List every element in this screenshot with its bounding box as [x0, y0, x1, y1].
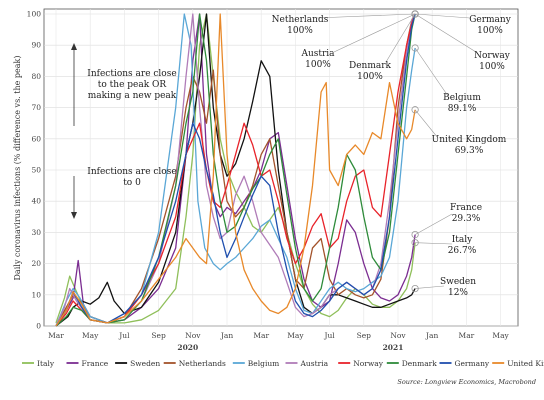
legend-item-united-kingdom: United Kingdom: [492, 359, 544, 368]
y-tick-label: 80: [31, 72, 41, 81]
leader-line: [315, 13, 416, 19]
end-label-france: France 29.3%: [450, 203, 482, 224]
end-label-belgium: Belgium 89.1%: [443, 93, 481, 114]
legend-item-italy: Italy: [22, 359, 55, 368]
leader-line: [415, 285, 445, 289]
legend-label: United Kingdom: [507, 359, 544, 368]
leader-line: [414, 13, 477, 53]
end-labels: Netherlands 100% Germany 100% Austria 100% Den…: [272, 10, 512, 298]
x-tick-label: Mar: [459, 331, 475, 340]
x-tick-label: Jul: [323, 331, 335, 340]
x-tick-label: Sep: [151, 331, 166, 340]
legend-item-sweden: Sweden: [115, 359, 160, 368]
series-line-germany: [55, 13, 416, 327]
y-tick-label: 100: [27, 10, 42, 19]
y-tick-label: 10: [31, 290, 41, 299]
x-tick-label: May: [82, 331, 99, 340]
leader-line: [414, 109, 439, 139]
leader-line: [414, 47, 449, 97]
leader-line: [415, 242, 453, 245]
legend-item-netherlands: Netherlands: [163, 359, 226, 368]
annotation-zero: Infections are close to 0: [87, 167, 176, 188]
legend-item-denmark: Denmark: [386, 359, 437, 368]
legend-label: France: [82, 359, 109, 368]
year-label: 2021: [383, 343, 404, 352]
x-tick-label: May: [492, 331, 509, 340]
y-tick-label: 30: [31, 228, 41, 237]
x-tick-label: Jan: [425, 331, 438, 340]
end-label-sweden: Sweden 12%: [440, 277, 476, 298]
legend: Italy France Sweden Netherlands Belgium Austr…: [22, 359, 544, 368]
series-line-netherlands: [55, 13, 416, 327]
end-marker: [411, 106, 419, 114]
y-tick-label: 40: [31, 197, 41, 206]
end-label-austria: Austria 100%: [300, 49, 335, 70]
year-labels: 202020212022: [177, 343, 404, 352]
legend-item-austria: Austria: [285, 359, 329, 368]
y-tick-label: 70: [31, 103, 41, 112]
source-note: Source: Longview Economics, Macrobond: [397, 378, 536, 386]
y-tick-label: 20: [31, 259, 41, 268]
series-lines: [55, 13, 416, 327]
leader-line: [415, 13, 471, 19]
series-line-italy: [55, 13, 416, 324]
x-tick-label: Nov: [185, 331, 201, 340]
y-tick-label: 50: [31, 166, 41, 175]
legend-item-norway: Norway: [338, 359, 384, 368]
end-label-united-kingdom: United Kingdom 69.3%: [432, 135, 507, 156]
leader-line: [333, 13, 416, 53]
legend-label: Netherlands: [179, 359, 226, 368]
series-line-sweden: [55, 13, 416, 327]
legend-label: Belgium: [248, 359, 279, 368]
legend-label: Austria: [300, 359, 329, 368]
end-marker: [411, 284, 419, 293]
x-tick-label: Sep: [357, 331, 372, 340]
legend-label: Sweden: [130, 359, 160, 368]
plot-area: [43, 8, 519, 327]
year-label: 2020: [177, 343, 198, 352]
end-label-denmark: Denmark 100%: [349, 61, 392, 82]
grid: [44, 9, 518, 327]
arrow-up-head: [71, 43, 77, 50]
end-label-germany: Germany 100%: [469, 15, 512, 36]
leader-line: [414, 213, 453, 235]
end-marker: [411, 10, 419, 18]
end-label-italy: Italy 26.7%: [448, 235, 477, 256]
y-tick-label: 0: [36, 322, 41, 331]
end-label-netherlands: Netherlands 100%: [272, 15, 329, 36]
leader-line: [385, 13, 416, 63]
x-tick-label: Nov: [390, 331, 406, 340]
legend-label: Italy: [37, 359, 55, 368]
end-label-norway: Norway 100%: [474, 51, 511, 72]
legend-item-france: France: [66, 359, 109, 368]
x-tick-label: Jan: [220, 331, 233, 340]
end-marker: [411, 239, 419, 247]
series-line-norway: [55, 13, 416, 327]
x-tick-label: Mar: [253, 331, 269, 340]
legend-label: Denmark: [402, 359, 437, 368]
legend-label: Norway: [353, 359, 384, 368]
x-tick-label: Jul: [118, 331, 130, 340]
series-line-united-kingdom: [55, 13, 416, 327]
end-marker: [411, 230, 419, 239]
end-marker: [411, 44, 419, 52]
x-tick-label: May: [287, 331, 304, 340]
arrow-down-head: [71, 212, 77, 219]
x-tick-label: Mar: [48, 331, 64, 340]
x-ticks: Mar May Jul Sep Nov Jan Mar May Jul Sep Nov Jan Mar M…: [48, 331, 509, 340]
annotations: Infections are close to the peak OR making…: [71, 43, 177, 219]
series-line-denmark: [55, 13, 416, 327]
legend-item-germany: Germany: [439, 359, 490, 368]
legend-label: Germany: [455, 359, 490, 368]
legend-item-belgium: Belgium: [232, 359, 279, 368]
y-axis-label: Daily coronavirus infections (% differen…: [13, 56, 22, 281]
y-tick-label: 90: [31, 41, 41, 50]
annotation-peak: Infections are close to the peak OR making…: [87, 69, 176, 101]
y-tick-label: 60: [31, 134, 41, 143]
y-ticks: 0 10 20 30 40 50 60 70 80 90 100: [27, 10, 42, 331]
